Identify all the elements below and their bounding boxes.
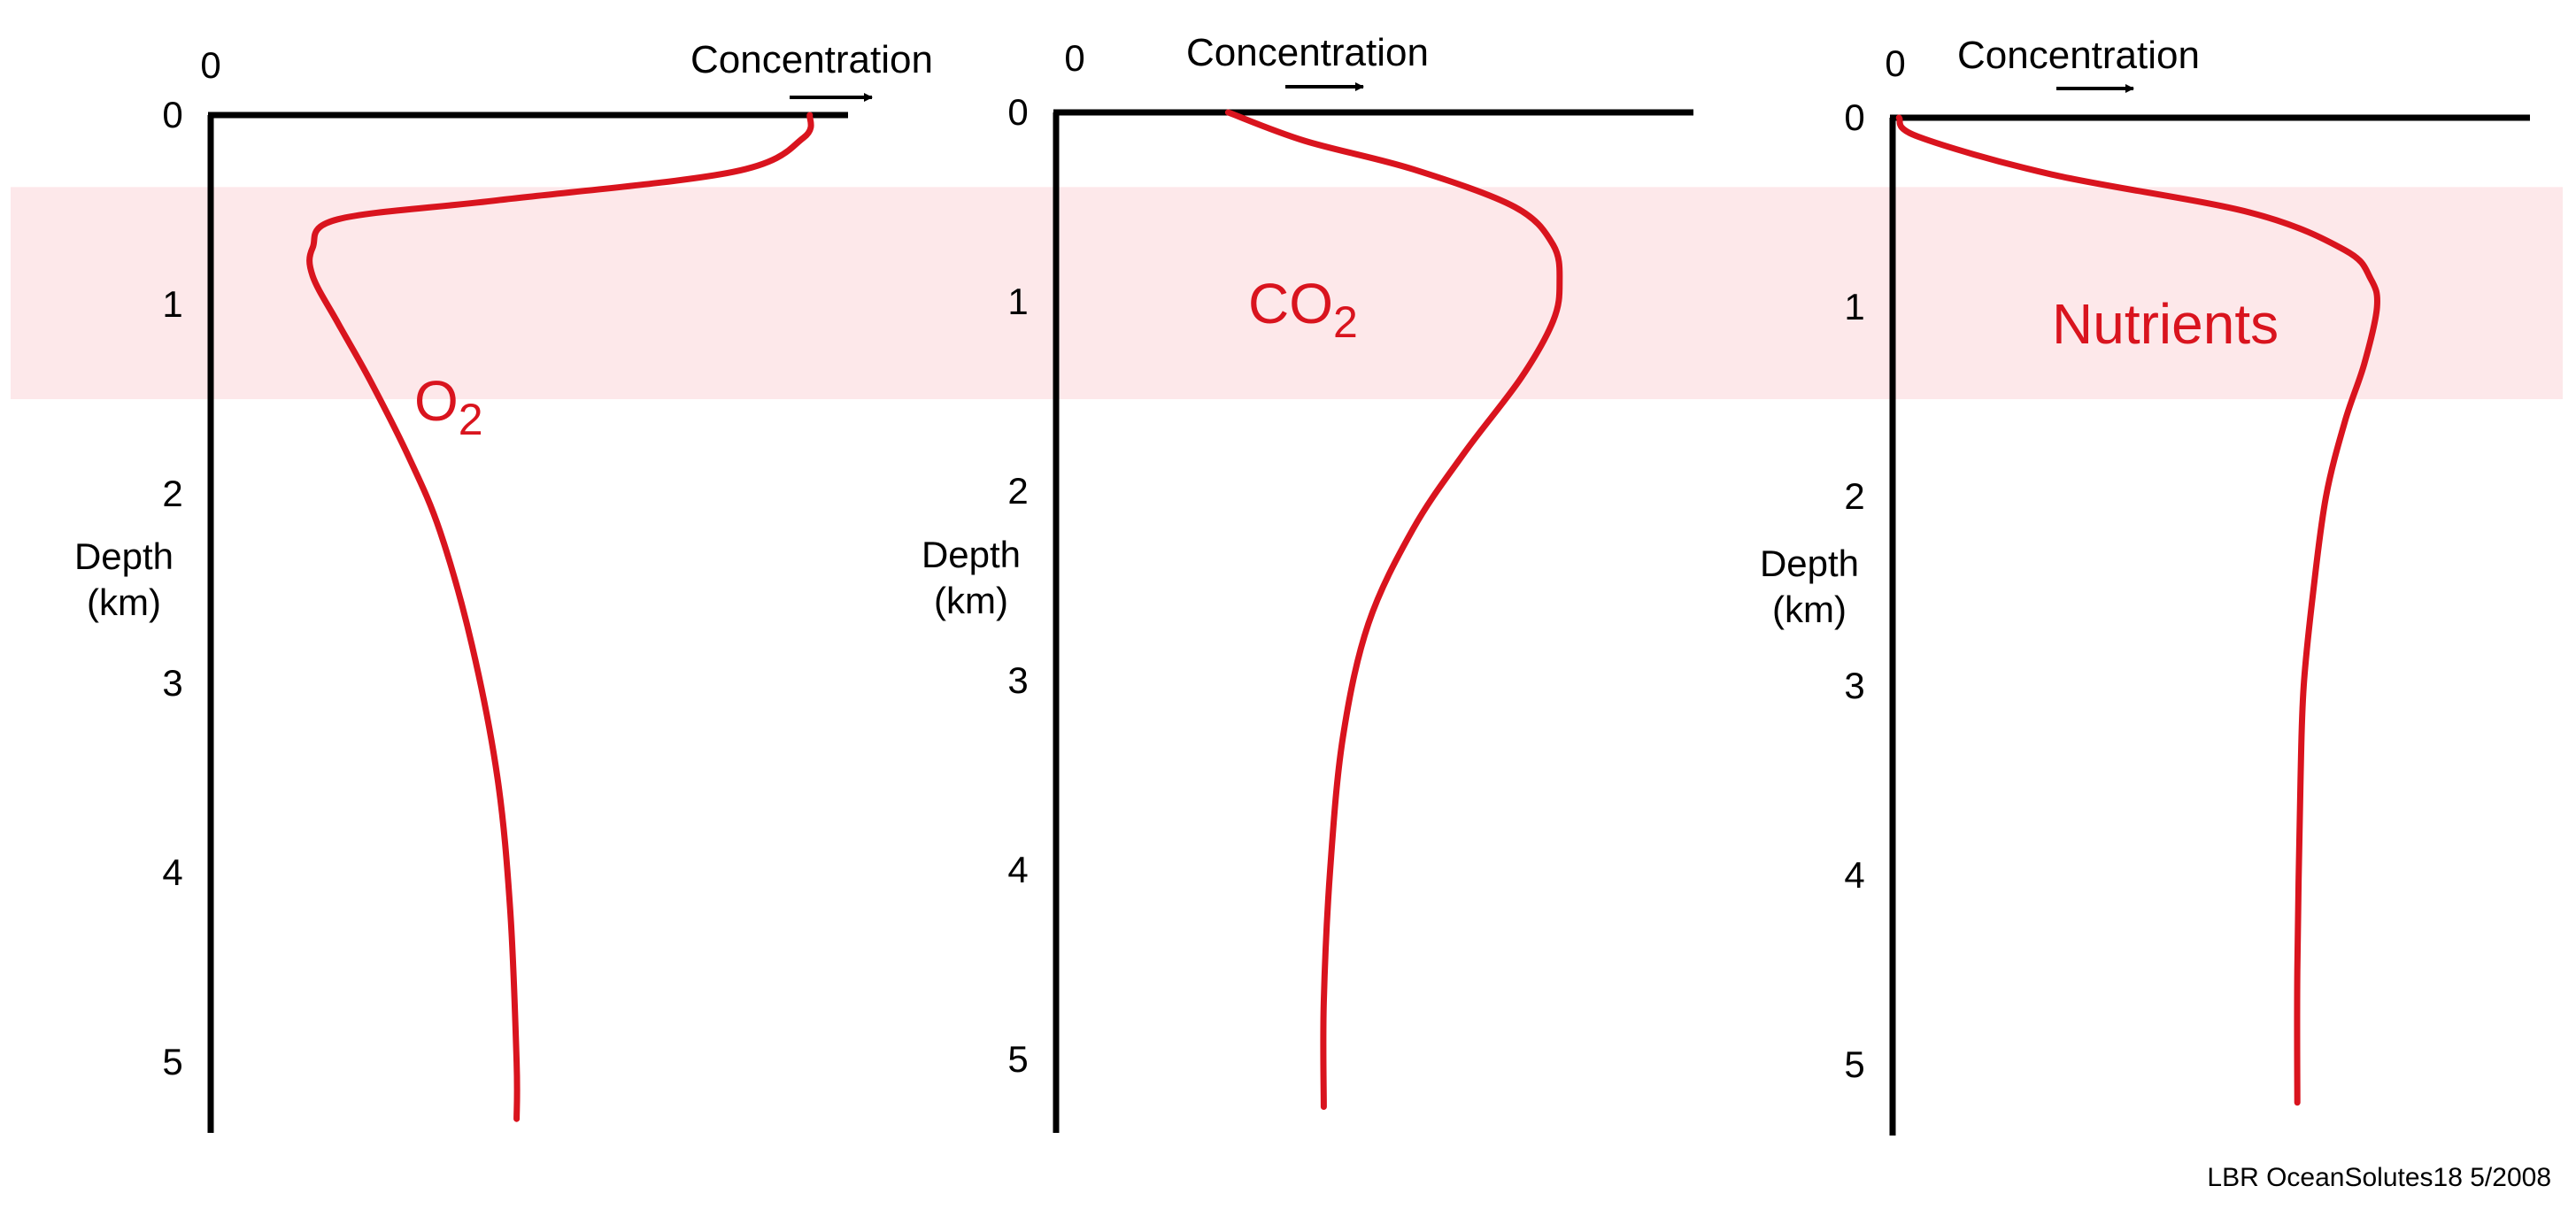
y-tick-label: 0 xyxy=(1844,96,1864,138)
y-tick-label: 2 xyxy=(1844,475,1864,517)
series-label: O2 xyxy=(414,369,483,444)
x-origin-label: 0 xyxy=(1885,42,1905,84)
y-axis-label-line1: Depth xyxy=(74,535,174,577)
y-tick-label: 5 xyxy=(162,1041,182,1082)
y-tick-label: 0 xyxy=(162,94,182,135)
y-tick-label: 5 xyxy=(1844,1043,1864,1085)
figure-credit: LBR OceanSolutes18 5/2008 xyxy=(2207,1163,2551,1192)
y-tick-label: 2 xyxy=(1007,470,1028,512)
y-tick-label: 4 xyxy=(162,851,182,893)
x-origin-label: 0 xyxy=(200,44,220,86)
y-axis-label-line2: (km) xyxy=(87,581,161,623)
panel-1: 0 1 2 3 4 5 Depth(km) 0 Concentration O2 xyxy=(74,38,933,1133)
y-tick-label: 5 xyxy=(1007,1038,1028,1080)
y-tick-label: 0 xyxy=(1007,91,1028,133)
y-axis-label-line2: (km) xyxy=(1772,589,1847,630)
series-label: CO2 xyxy=(1248,272,1358,347)
y-tick-label: 4 xyxy=(1844,854,1864,896)
profile-line xyxy=(1895,114,2380,1106)
y-tick-label: 3 xyxy=(1007,659,1028,701)
profile-line xyxy=(306,112,814,1122)
y-axis-label-line2: (km) xyxy=(934,580,1008,621)
x-axis-label: Concentration xyxy=(1186,31,1429,74)
y-tick-label: 1 xyxy=(1007,281,1028,322)
panel-3: 0 1 2 3 4 5 Depth (km) 0 Concentration Nutrients xyxy=(1760,34,2530,1136)
x-axis-label: Concentration xyxy=(690,38,933,81)
y-tick-label: 2 xyxy=(162,473,182,514)
x-axis-label: Concentration xyxy=(1957,34,2200,77)
y-axis-label-line1: Depth xyxy=(922,534,1021,575)
y-tick-label: 3 xyxy=(1844,665,1864,706)
x-origin-label: 0 xyxy=(1064,37,1084,79)
panel-2: 0 1 2 3 4 5 Depth (km) 0 Concentration CO2 xyxy=(922,31,1693,1133)
profile-line xyxy=(1224,109,1563,1110)
y-tick-label: 4 xyxy=(1007,849,1028,890)
y-tick-label: 3 xyxy=(162,662,182,704)
y-tick-label: 1 xyxy=(162,283,182,325)
y-axis-label-line1: Depth xyxy=(1760,543,1859,584)
y-tick-label: 1 xyxy=(1844,286,1864,327)
series-label: Nutrients xyxy=(2052,292,2279,356)
highlight-band xyxy=(11,187,2563,399)
